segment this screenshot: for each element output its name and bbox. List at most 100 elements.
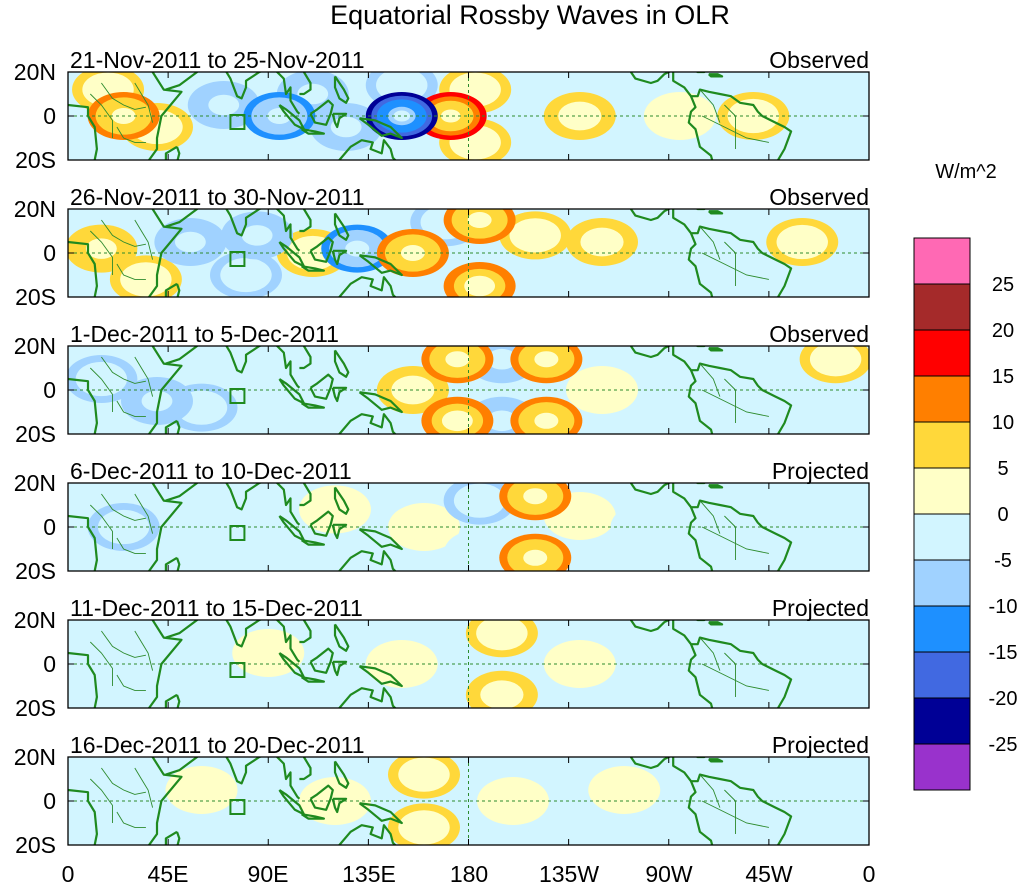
anomaly-contour: [820, 348, 852, 370]
country-border: [89, 93, 113, 138]
country-border: [101, 82, 146, 110]
coastline: [694, 620, 706, 622]
panel-type: Observed: [769, 321, 869, 347]
coastline: [333, 349, 350, 378]
coastline: [225, 209, 301, 252]
coastline: [687, 506, 714, 571]
map-panel: 20N 0 20S 21-Nov-2011 to 25-Nov-2011 Observe…: [14, 47, 870, 173]
country-border: [134, 767, 154, 808]
lon-label-45w: 45W: [745, 861, 793, 887]
coastline: [331, 249, 348, 266]
coastline: [331, 112, 348, 129]
country-border: [699, 363, 721, 397]
lat-label-20s: 20S: [15, 695, 56, 721]
anomaly-contour: [297, 83, 329, 105]
anomaly-contour: [486, 348, 518, 370]
colorbar-swatch: [913, 651, 971, 699]
coastline: [333, 212, 350, 241]
coastline: [629, 346, 793, 434]
colorbar-swatch: [913, 559, 971, 607]
anomaly-contour: [393, 110, 411, 122]
coastline: [299, 209, 312, 233]
chagos-marker: [229, 388, 246, 404]
anomaly-contour: [558, 501, 602, 531]
coastline: [225, 620, 301, 663]
coastline: [299, 483, 312, 507]
colorbar-level-label: 15: [992, 366, 1014, 388]
coastline: [300, 539, 325, 546]
anomaly-contour: [486, 410, 518, 432]
anomaly-contour: [467, 212, 492, 228]
anomaly-contour: [408, 764, 440, 785]
country-border: [724, 378, 736, 423]
panel-period: 6-Dec-2011 to 10-Dec-2011: [70, 458, 352, 484]
coastline: [708, 484, 724, 489]
anomaly-contour: [174, 231, 206, 253]
coastline: [300, 676, 325, 683]
lon-label-135e: 135E: [342, 861, 396, 887]
country-border: [101, 493, 146, 521]
lat-label-20s: 20S: [15, 558, 56, 584]
panel-type: Observed: [769, 184, 869, 210]
colorbar-swatch: [913, 513, 971, 561]
lat-label-0: 0: [43, 651, 56, 677]
coastline: [68, 651, 98, 708]
coastline: [358, 391, 403, 414]
lon-label-180: 180: [450, 861, 488, 887]
coastline: [687, 232, 714, 297]
coastline: [309, 647, 334, 674]
coastline: [358, 528, 403, 551]
panel-stack: 20N 0 20S 21-Nov-2011 to 25-Nov-2011 Observe…: [14, 47, 870, 858]
panel-period: 1-Dec-2011 to 5-Dec-2011: [70, 321, 339, 347]
lat-label-20n: 20N: [14, 470, 56, 496]
country-border: [724, 515, 736, 560]
coastline: [309, 510, 334, 537]
lat-label-0: 0: [43, 377, 56, 403]
coastline: [337, 824, 397, 845]
lat-label-0: 0: [43, 788, 56, 814]
country-border: [699, 89, 721, 123]
coastline: [299, 620, 312, 644]
coastline: [331, 797, 348, 814]
anomaly-contour: [464, 275, 496, 297]
coastline: [164, 556, 181, 571]
coastline: [225, 483, 301, 526]
colorbar-swatch: [913, 467, 971, 515]
coastline: [165, 72, 199, 91]
lon-label-90e: 90E: [248, 861, 289, 887]
coastline: [68, 788, 98, 845]
anomaly-contour: [580, 227, 624, 257]
colorbar-level-label: 5: [997, 458, 1008, 480]
coastline: [165, 346, 199, 365]
coastline: [164, 282, 181, 297]
coastline: [687, 95, 714, 160]
colorbar-swatch: [913, 283, 971, 331]
panel-type: Projected: [772, 732, 869, 758]
anomaly-contour: [464, 490, 496, 511]
anomaly-contour: [85, 238, 117, 259]
chagos-marker: [229, 525, 246, 541]
anomaly-contour: [441, 410, 473, 432]
coastline: [687, 369, 714, 434]
coastline: [708, 621, 724, 626]
coastline: [629, 72, 793, 160]
colorbar-level-label: 10: [992, 412, 1014, 434]
country-border: [699, 500, 721, 534]
coastline: [164, 830, 181, 845]
colorbar-swatch: [913, 421, 971, 469]
colorbar-level-label: -10: [989, 596, 1018, 618]
coastline: [164, 693, 181, 708]
colorbar-swatch: [913, 697, 971, 745]
lat-label-20s: 20S: [15, 284, 56, 310]
coastline: [309, 373, 334, 400]
country-border: [116, 263, 146, 280]
country-border: [724, 241, 736, 286]
coastline: [147, 483, 183, 571]
panel-type: Projected: [772, 595, 869, 621]
country-border: [101, 356, 146, 384]
country-border: [134, 493, 154, 534]
anomaly-contour: [786, 231, 818, 253]
country-border: [699, 774, 721, 808]
country-border: [724, 652, 736, 697]
colorbar: 25 20 15 10 5 0 -5 -10 -15 -20 -25: [913, 237, 1018, 791]
